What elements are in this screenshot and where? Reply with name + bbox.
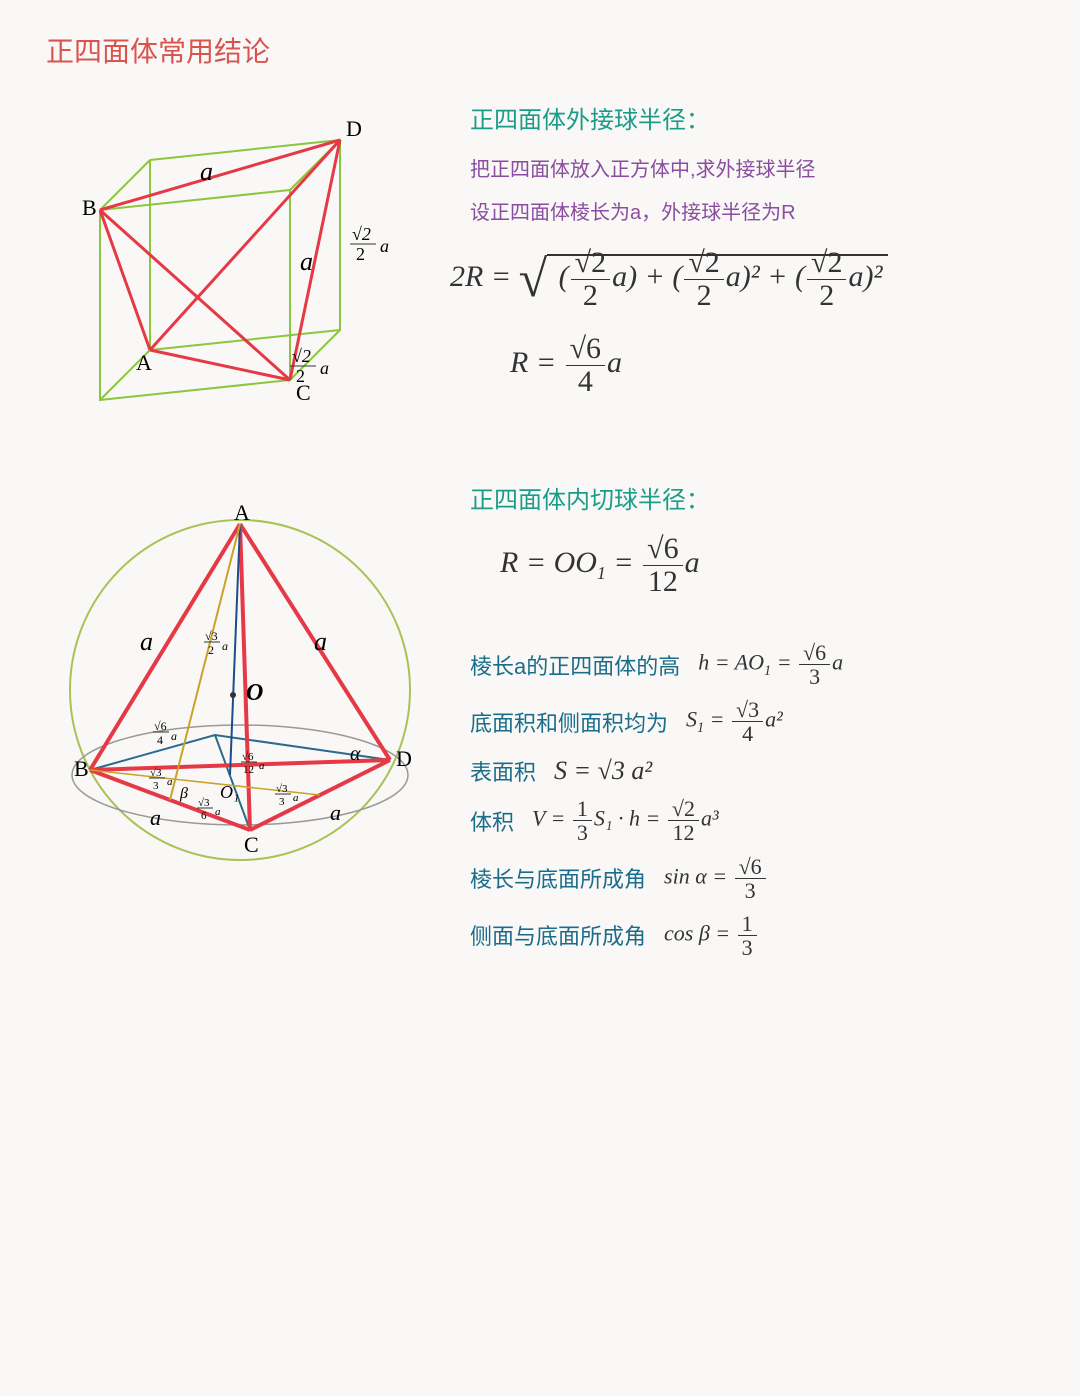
svg-text:3: 3: [153, 780, 159, 792]
heading-insphere: 正四面体内切球半径：: [470, 480, 1040, 515]
svg-text:a: a: [171, 729, 177, 743]
svg-text:3: 3: [279, 796, 285, 808]
svg-text:√2: √2: [292, 346, 311, 366]
svg-text:6: 6: [201, 810, 207, 822]
svg-text:A: A: [234, 500, 250, 525]
svg-text:√6: √6: [154, 719, 167, 733]
svg-text:a: a: [200, 157, 213, 186]
page-title: 正四面体常用结论: [46, 30, 1040, 70]
svg-text:√3: √3: [198, 797, 210, 809]
svg-text:a: a: [167, 776, 173, 788]
svg-text:2: 2: [356, 244, 365, 264]
svg-text:√3: √3: [150, 767, 162, 779]
row-height: 棱长a的正四面体的高 h = AO1 = √63a: [470, 641, 1040, 688]
svg-text:2: 2: [296, 366, 305, 386]
svg-text:D: D: [396, 746, 412, 771]
label-A: A: [136, 350, 152, 375]
row-surface: 表面积 S = √3 a²: [470, 755, 1040, 787]
row-volume: 体积 V = 13S₁ · h = √212a³: [470, 797, 1040, 844]
label-D: D: [346, 116, 362, 141]
section-circumsphere: D B A C a a √2 2 a √2 2 a 正四面体外接球半径： 把正四…: [40, 100, 1040, 420]
text-setup: 设正四面体棱长为a，外接球半径为R: [470, 196, 1040, 225]
heading-circumsphere: 正四面体外接球半径：: [470, 100, 1040, 135]
svg-text:a: a: [300, 247, 313, 276]
svg-text:2: 2: [208, 643, 214, 657]
svg-text:O: O: [246, 680, 263, 706]
formula-R: R = √64a: [510, 333, 1040, 397]
svg-text:a: a: [140, 627, 153, 656]
svg-text:a: a: [330, 800, 341, 825]
svg-text:a: a: [150, 805, 161, 830]
svg-text:a: a: [222, 639, 228, 653]
svg-text:C: C: [244, 832, 259, 857]
svg-text:a: a: [314, 627, 327, 656]
svg-text:√2: √2: [352, 224, 371, 244]
svg-text:√3: √3: [276, 783, 288, 795]
svg-text:a: a: [320, 358, 329, 378]
text-method: 把正四面体放入正方体中,求外接球半径: [470, 153, 1040, 182]
svg-text:12: 12: [243, 764, 254, 776]
svg-text:4: 4: [157, 733, 163, 747]
row-face-area: 底面积和侧面积均为 S1 = √34a²: [470, 698, 1040, 745]
svg-text:O₁: O₁: [220, 782, 239, 802]
section-insphere: O O₁ A B C D α β a a a a √32a √64a √612a…: [40, 480, 1040, 969]
svg-text:B: B: [74, 756, 89, 781]
label-B: B: [82, 195, 97, 220]
svg-text:√3: √3: [205, 629, 218, 643]
svg-text:β: β: [179, 785, 188, 802]
row-face-angle: 侧面与底面所成角 cos β = 13: [470, 912, 1040, 959]
svg-text:a: a: [215, 806, 221, 818]
diagram-cube: D B A C a a √2 2 a √2 2 a: [40, 100, 440, 420]
svg-text:α: α: [350, 743, 361, 765]
svg-text:a: a: [380, 236, 389, 256]
svg-text:√6: √6: [242, 751, 254, 763]
row-edge-angle: 棱长与底面所成角 sin α = √63: [470, 855, 1040, 902]
svg-text:a: a: [293, 792, 299, 804]
formula-r: R = OO1 = √612a: [500, 533, 1040, 597]
diagram-sphere: O O₁ A B C D α β a a a a √32a √64a √612a…: [40, 480, 440, 880]
svg-text:a: a: [259, 760, 265, 772]
formula-2R: 2R = √ (√22a) + (√22a)² + (√22a)²: [450, 247, 1040, 311]
